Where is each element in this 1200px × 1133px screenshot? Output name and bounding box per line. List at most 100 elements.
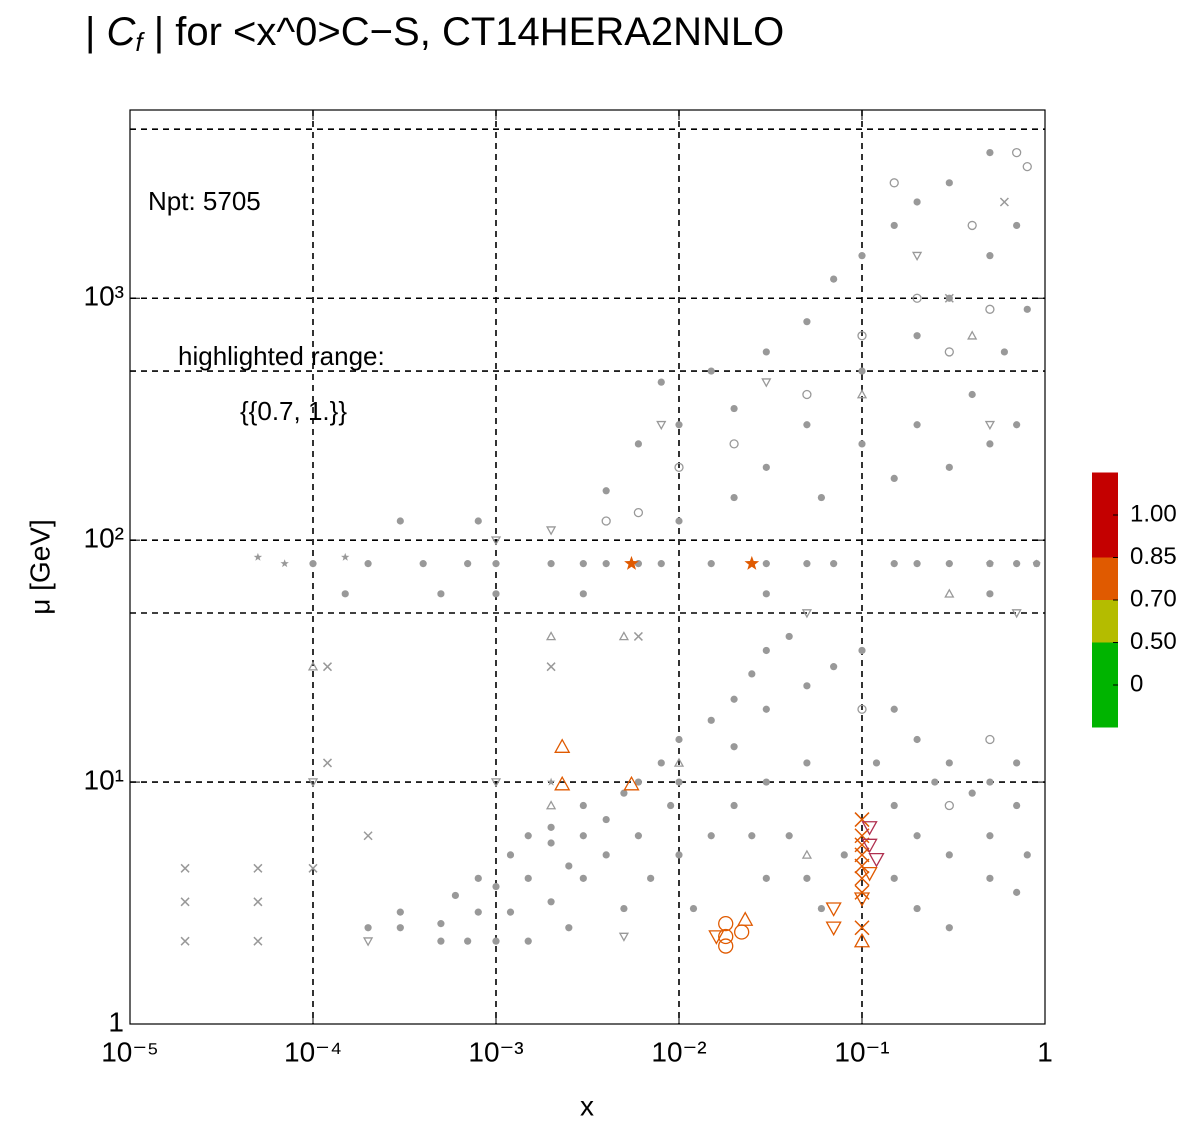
point (762, 590, 770, 598)
point (802, 389, 812, 400)
colorbar-tick-label: 1.00 (1130, 500, 1177, 527)
point (761, 378, 772, 388)
point (363, 831, 373, 841)
point (945, 851, 953, 859)
point (803, 682, 811, 690)
point (565, 924, 573, 932)
point (506, 908, 515, 916)
point (464, 560, 472, 568)
point (674, 462, 684, 472)
point (524, 937, 532, 945)
point (490, 778, 502, 788)
point (667, 801, 675, 810)
point (967, 220, 977, 231)
point (547, 898, 555, 906)
point (890, 474, 898, 483)
point (1023, 305, 1031, 313)
point (729, 439, 739, 449)
point (944, 588, 955, 598)
annotation: {{0.7, 1.}} (240, 396, 347, 426)
colorbar-tick-label: 0.50 (1130, 628, 1177, 655)
point (253, 863, 263, 873)
point (554, 775, 571, 791)
point (492, 590, 500, 598)
point (945, 924, 953, 932)
point (986, 874, 994, 882)
point (890, 705, 898, 713)
point (840, 851, 848, 859)
point (1013, 560, 1021, 568)
point (474, 874, 482, 882)
point (854, 812, 870, 828)
point (474, 517, 482, 525)
point (579, 874, 587, 882)
point (944, 293, 954, 303)
point (730, 493, 738, 502)
point (854, 920, 870, 936)
point (762, 705, 770, 713)
point (858, 440, 866, 448)
point (830, 275, 838, 283)
y-axis-label: μ [GeV] (24, 519, 55, 615)
y-tick-label: 1 (108, 1006, 124, 1037)
point (861, 838, 878, 854)
point (396, 517, 404, 525)
point (1012, 147, 1022, 158)
point (1013, 759, 1021, 767)
point (322, 662, 333, 672)
point (890, 801, 898, 810)
point (854, 870, 870, 886)
point (785, 632, 793, 641)
point (675, 421, 683, 429)
x-tick-label: 10⁻³ (468, 1036, 523, 1067)
point (889, 178, 899, 188)
point (931, 778, 939, 786)
x-tick-label: 10⁻² (651, 1036, 706, 1067)
point (1013, 221, 1021, 230)
y-tick-label: 10³ (84, 281, 124, 312)
point (762, 874, 770, 882)
point (675, 735, 683, 744)
point (985, 559, 995, 568)
point (944, 800, 954, 811)
point (817, 904, 826, 913)
point (492, 560, 500, 568)
point (803, 421, 811, 429)
point (707, 367, 715, 375)
point (579, 560, 587, 568)
point (890, 874, 898, 882)
point (858, 646, 866, 655)
point (280, 559, 289, 568)
point (180, 863, 190, 873)
point (945, 179, 953, 187)
point (634, 440, 643, 448)
point (985, 304, 995, 314)
point (730, 695, 738, 703)
point (913, 332, 921, 340)
point (675, 778, 683, 786)
point (1022, 161, 1032, 172)
point (602, 851, 610, 859)
point (657, 560, 665, 568)
point (689, 904, 698, 913)
point (1011, 609, 1022, 619)
point (253, 897, 263, 907)
point (618, 932, 630, 942)
point (890, 560, 898, 568)
point (968, 789, 976, 797)
point (579, 832, 587, 840)
point (854, 847, 870, 863)
point (911, 251, 923, 261)
point (464, 937, 472, 945)
point (180, 936, 190, 946)
point (308, 863, 318, 873)
point (707, 560, 715, 568)
annotation: Npt: 5705 (148, 186, 261, 216)
point (656, 420, 667, 431)
point (675, 851, 683, 859)
point (451, 891, 460, 900)
point (762, 778, 770, 786)
point (803, 759, 811, 767)
point (718, 938, 734, 954)
x-tick-label: 10⁻⁵ (101, 1036, 159, 1067)
